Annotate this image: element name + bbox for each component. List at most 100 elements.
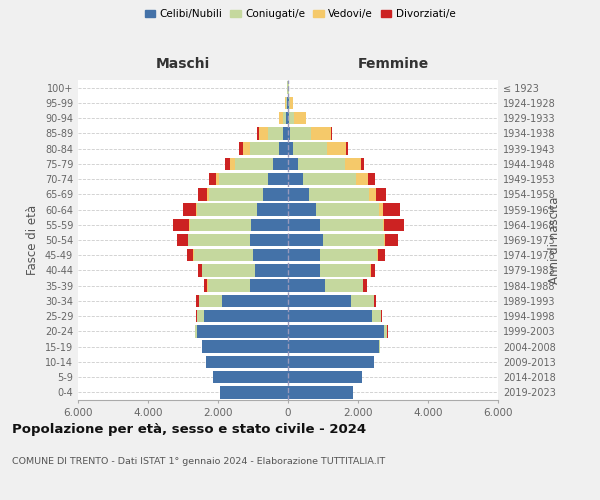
Bar	[290, 96, 293, 109]
Bar	[197, 204, 257, 216]
Bar	[279, 112, 283, 124]
Bar	[320, 249, 377, 262]
Bar	[208, 280, 250, 292]
Bar	[209, 173, 216, 186]
Bar	[346, 142, 347, 155]
Bar	[197, 310, 204, 322]
Bar	[196, 204, 197, 216]
Bar	[278, 112, 279, 124]
Bar	[197, 264, 202, 276]
Bar	[293, 112, 306, 124]
Bar	[384, 218, 404, 231]
Bar	[286, 112, 288, 124]
Bar	[377, 249, 378, 262]
Bar	[288, 204, 316, 216]
Bar	[384, 325, 387, 338]
Bar	[257, 127, 259, 140]
Bar	[178, 234, 188, 246]
Bar	[289, 112, 293, 124]
Bar	[379, 204, 383, 216]
Bar	[259, 127, 268, 140]
Bar	[255, 264, 288, 276]
Bar	[235, 158, 274, 170]
Bar	[196, 294, 199, 307]
Bar	[288, 371, 361, 384]
Bar	[288, 280, 325, 292]
Bar	[193, 249, 253, 262]
Bar	[283, 127, 288, 140]
Text: Popolazione per età, sesso e stato civile - 2024: Popolazione per età, sesso e stato civil…	[12, 422, 366, 436]
Bar	[188, 234, 250, 246]
Bar	[202, 264, 255, 276]
Bar	[372, 310, 381, 322]
Bar	[376, 188, 386, 200]
Bar	[293, 142, 326, 155]
Bar	[288, 264, 320, 276]
Bar	[383, 204, 400, 216]
Bar	[288, 218, 320, 231]
Bar	[325, 280, 363, 292]
Bar	[202, 340, 288, 353]
Bar	[221, 294, 288, 307]
Bar	[288, 112, 289, 124]
Bar	[242, 142, 250, 155]
Text: Femmine: Femmine	[358, 57, 428, 71]
Bar	[345, 158, 361, 170]
Bar	[195, 325, 197, 338]
Bar	[311, 127, 331, 140]
Bar	[303, 173, 356, 186]
Bar	[198, 188, 207, 200]
Bar	[368, 173, 375, 186]
Bar	[225, 158, 230, 170]
Bar	[207, 188, 209, 200]
Bar	[288, 325, 384, 338]
Bar	[288, 142, 293, 155]
Y-axis label: Fasce di età: Fasce di età	[26, 205, 39, 275]
Y-axis label: Anni di nascita: Anni di nascita	[548, 196, 561, 284]
Bar	[384, 234, 385, 246]
Bar	[257, 204, 288, 216]
Bar	[206, 356, 288, 368]
Bar	[351, 294, 374, 307]
Bar	[230, 158, 235, 170]
Bar	[331, 127, 332, 140]
Bar	[274, 158, 288, 170]
Bar	[361, 158, 364, 170]
Bar	[378, 249, 385, 262]
Bar	[288, 249, 320, 262]
Bar	[268, 127, 283, 140]
Bar	[288, 127, 290, 140]
Bar	[213, 371, 288, 384]
Bar	[288, 310, 372, 322]
Bar	[309, 188, 368, 200]
Bar	[204, 280, 208, 292]
Bar	[356, 173, 368, 186]
Bar	[288, 340, 379, 353]
Bar	[196, 310, 197, 322]
Bar	[364, 280, 367, 292]
Bar	[316, 204, 379, 216]
Bar	[250, 280, 288, 292]
Bar	[289, 96, 290, 109]
Bar	[190, 218, 251, 231]
Bar	[253, 249, 288, 262]
Bar	[288, 234, 323, 246]
Bar	[288, 188, 309, 200]
Bar	[326, 142, 346, 155]
Bar	[290, 127, 311, 140]
Bar	[250, 142, 279, 155]
Text: COMUNE DI TRENTO - Dati ISTAT 1° gennaio 2024 - Elaborazione TUTTITALIA.IT: COMUNE DI TRENTO - Dati ISTAT 1° gennaio…	[12, 458, 385, 466]
Bar	[279, 142, 288, 155]
Text: Maschi: Maschi	[156, 57, 210, 71]
Bar	[251, 218, 288, 231]
Bar	[173, 218, 190, 231]
Bar	[204, 310, 288, 322]
Bar	[197, 325, 288, 338]
Bar	[288, 294, 351, 307]
Bar	[209, 188, 263, 200]
Bar	[288, 173, 303, 186]
Bar	[216, 173, 218, 186]
Bar	[199, 294, 221, 307]
Bar	[379, 340, 380, 353]
Bar	[288, 158, 298, 170]
